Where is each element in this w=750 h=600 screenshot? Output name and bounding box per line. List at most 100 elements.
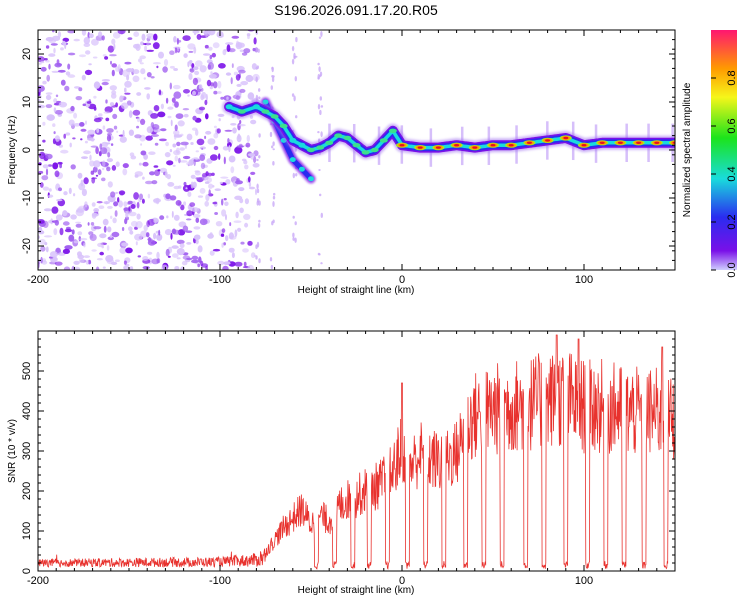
noise-blob bbox=[193, 226, 201, 230]
ridge-peak-core bbox=[435, 146, 441, 149]
noise-blob bbox=[80, 138, 83, 141]
noise-blob bbox=[154, 142, 159, 146]
noise-blob bbox=[167, 115, 172, 119]
spectrogram-y-tick-label: 0 bbox=[21, 147, 33, 153]
noise-blob bbox=[129, 230, 134, 235]
noise-blob bbox=[112, 113, 118, 119]
noise-blob bbox=[212, 42, 220, 49]
noise-blob bbox=[246, 134, 250, 143]
noise-blob bbox=[190, 142, 194, 145]
noise-blob bbox=[75, 223, 83, 228]
noise-blob bbox=[84, 69, 93, 76]
noise-blob bbox=[77, 172, 83, 179]
noise-blob bbox=[225, 72, 232, 76]
noise-blob bbox=[209, 54, 213, 60]
noise-blob bbox=[43, 208, 52, 212]
noise-blob bbox=[45, 168, 49, 176]
noise-blob bbox=[211, 172, 215, 176]
noise-streak bbox=[258, 133, 261, 138]
noise-blob bbox=[156, 65, 159, 69]
noise-blob bbox=[165, 141, 170, 147]
noise-blob bbox=[240, 81, 249, 86]
noise-blob bbox=[91, 177, 96, 184]
noise-blob bbox=[134, 233, 143, 241]
noise-blob bbox=[183, 113, 189, 118]
noise-blob bbox=[58, 101, 68, 108]
noise-blob bbox=[192, 181, 197, 189]
noise-blob bbox=[207, 30, 216, 36]
noise-blob bbox=[227, 138, 230, 144]
noise-blob bbox=[145, 180, 153, 185]
noise-blob bbox=[165, 97, 169, 104]
noise-blob bbox=[83, 255, 91, 258]
noise-streak bbox=[256, 200, 259, 206]
noise-blob bbox=[174, 101, 179, 108]
noise-blob bbox=[109, 102, 115, 107]
noise-streak bbox=[257, 48, 260, 53]
noise-blob bbox=[93, 95, 97, 99]
noise-blob bbox=[102, 160, 106, 167]
noise-blob bbox=[87, 222, 90, 226]
noise-blob bbox=[209, 250, 215, 256]
noise-blob bbox=[185, 218, 192, 221]
noise-blob bbox=[51, 206, 59, 214]
noise-blob bbox=[208, 62, 214, 70]
noise-blob bbox=[141, 33, 146, 41]
noise-blob bbox=[151, 180, 158, 185]
noise-blob bbox=[199, 154, 206, 161]
noise-blob bbox=[177, 120, 185, 127]
noise-blob bbox=[132, 109, 141, 116]
noise-blob bbox=[52, 138, 56, 145]
noise-blob bbox=[81, 156, 88, 160]
noise-streak bbox=[317, 252, 321, 256]
noise-blob bbox=[122, 163, 129, 169]
noise-blob bbox=[89, 160, 95, 167]
noise-blob bbox=[162, 66, 168, 73]
noise-streak bbox=[292, 237, 295, 241]
spectrogram-main-ridge bbox=[222, 99, 675, 160]
noise-blob bbox=[126, 74, 130, 81]
noise-blob bbox=[114, 210, 118, 217]
noise-blob bbox=[135, 241, 138, 246]
noise-streak bbox=[317, 73, 320, 80]
noise-blob bbox=[50, 218, 53, 225]
noise-blob bbox=[195, 60, 203, 67]
noise-blob bbox=[228, 232, 234, 240]
noise-blob bbox=[158, 229, 161, 236]
noise-streak bbox=[272, 148, 275, 151]
noise-blob bbox=[43, 235, 53, 238]
noise-blob bbox=[102, 54, 107, 57]
noise-blob bbox=[248, 181, 252, 187]
noise-blob bbox=[60, 149, 69, 154]
noise-blob bbox=[64, 41, 67, 50]
noise-blob bbox=[157, 111, 166, 118]
noise-blob bbox=[116, 130, 119, 133]
noise-blob bbox=[167, 106, 174, 110]
noise-blob bbox=[255, 188, 257, 196]
noise-blob bbox=[128, 226, 133, 231]
noise-blob bbox=[180, 141, 189, 146]
snr-x-tick-label: 100 bbox=[575, 575, 593, 587]
snr-x-tick-label: -100 bbox=[209, 575, 231, 587]
noise-blob bbox=[120, 102, 129, 110]
noise-blob bbox=[85, 260, 89, 265]
noise-blob bbox=[223, 261, 231, 266]
noise-blob bbox=[164, 229, 172, 236]
noise-streak bbox=[273, 192, 276, 196]
noise-blob bbox=[236, 134, 242, 143]
ridge-peak-core bbox=[654, 141, 660, 144]
noise-blob bbox=[235, 95, 240, 100]
noise-blob bbox=[86, 137, 96, 141]
noise-blob bbox=[123, 201, 128, 208]
noise-blob bbox=[104, 106, 113, 113]
noise-blob bbox=[103, 225, 107, 233]
noise-blob bbox=[113, 43, 116, 50]
noise-blob bbox=[220, 233, 225, 237]
noise-blob bbox=[215, 221, 223, 227]
noise-blob bbox=[93, 160, 101, 168]
noise-blob bbox=[213, 145, 219, 151]
noise-blob bbox=[65, 71, 71, 76]
noise-blob bbox=[48, 194, 54, 198]
noise-blob bbox=[189, 68, 195, 73]
noise-blob bbox=[153, 165, 159, 168]
